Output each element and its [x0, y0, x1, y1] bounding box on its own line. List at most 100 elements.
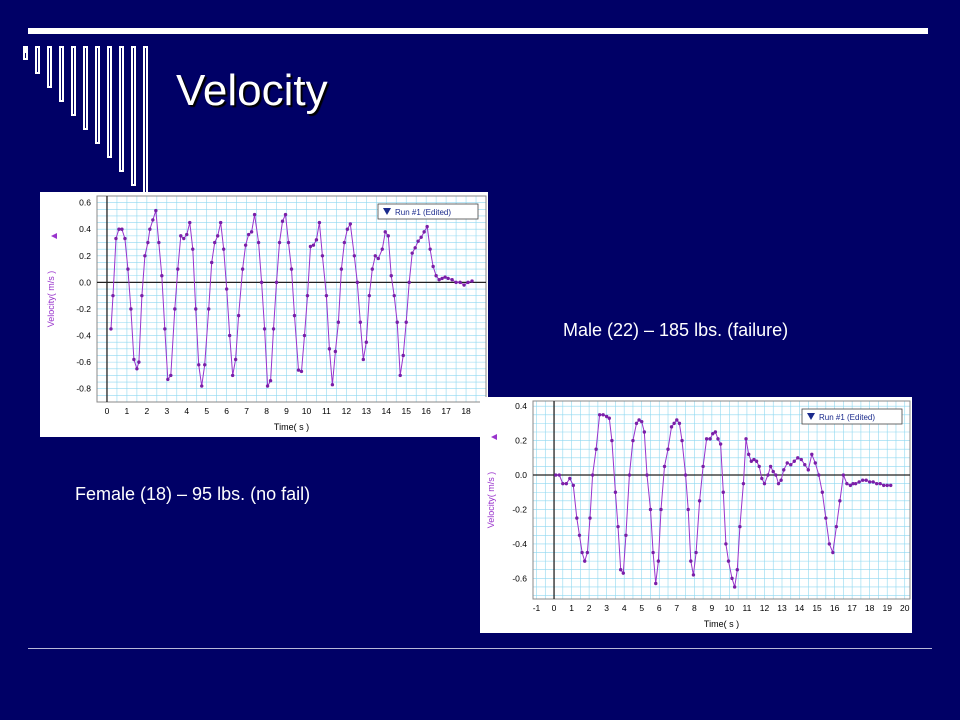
data-point [590, 473, 595, 477]
x-tick-label: 13 [362, 406, 372, 416]
data-point [135, 367, 139, 371]
data-point [588, 516, 592, 520]
data-point [878, 481, 882, 486]
x-tick-label: 19 [882, 603, 892, 613]
data-point [143, 254, 147, 258]
female-chart-caption: Female (18) – 95 lbs. (no fail) [75, 484, 311, 504]
data-point [416, 239, 420, 243]
data-point [271, 327, 276, 331]
legend-box [801, 408, 903, 425]
data-point [364, 340, 369, 344]
data-point [583, 559, 587, 563]
data-point [675, 418, 679, 422]
data-point [413, 246, 417, 250]
data-point [166, 377, 170, 382]
y-tick-label: 0.0 [79, 277, 91, 287]
data-point [860, 478, 865, 482]
y-axis-label: Velocity( m/s ) [486, 472, 496, 529]
x-tick-label: 17 [847, 603, 857, 613]
grid [533, 401, 910, 599]
data-point [741, 481, 746, 486]
data-point [627, 473, 632, 477]
female-velocity-plot: 012345678910111213141516171819-0.8-0.6-0… [46, 195, 488, 432]
x-tick-label: 8 [692, 603, 697, 613]
data-point [132, 357, 136, 362]
title-bars-decoration [23, 46, 148, 200]
data-point [762, 481, 767, 486]
data-point [348, 222, 353, 226]
legend-marker-icon [807, 413, 815, 420]
x-tick-label: 16 [421, 406, 431, 416]
data-point [404, 320, 408, 324]
data-point [738, 524, 742, 529]
data-point [151, 218, 155, 222]
data-point [302, 333, 307, 338]
data-point [691, 573, 696, 577]
data-point [760, 476, 764, 481]
data-point [120, 227, 124, 231]
data-point [401, 353, 405, 358]
data-point [160, 274, 164, 278]
data-point [889, 483, 893, 488]
y-tick-label: 0.2 [79, 251, 91, 261]
x-tick-label: 14 [382, 406, 392, 416]
data-point [361, 357, 366, 362]
plot-frame [532, 400, 911, 600]
data-point [782, 468, 786, 472]
y-tick-label: 0.4 [515, 401, 527, 411]
data-point [827, 542, 832, 546]
data-point [571, 483, 576, 488]
data-point [557, 473, 562, 477]
data-point [230, 373, 235, 378]
x-tick-label: 12 [760, 603, 770, 613]
x-tick-label: 10 [302, 406, 312, 416]
data-point [370, 267, 374, 271]
x-axis-label: Time( s ) [704, 619, 739, 629]
data-point [677, 421, 682, 426]
data-point [730, 576, 734, 581]
x-tick-label: 18 [461, 406, 471, 416]
data-point [637, 418, 641, 422]
x-tick-label: 17 [441, 406, 451, 416]
data-point [575, 516, 579, 520]
data-point [662, 464, 667, 469]
legend-label: Run #1 (Edited) [819, 413, 875, 422]
data-point [806, 468, 810, 472]
data-point [820, 490, 825, 494]
y-tick-label: 0.6 [79, 198, 91, 208]
data-point [834, 524, 839, 529]
data-point [233, 357, 238, 362]
data-point [157, 240, 161, 245]
data-point [701, 464, 705, 469]
data-point [871, 480, 875, 484]
data-point [845, 481, 849, 486]
data-point [249, 230, 254, 234]
data-point [173, 307, 177, 311]
data-point [446, 276, 450, 281]
x-tick-label: 6 [657, 603, 662, 613]
data-point [607, 416, 611, 420]
data-point [732, 585, 737, 589]
data-point [246, 232, 251, 237]
x-tick-label: 6 [224, 406, 229, 416]
data-point [358, 320, 363, 324]
x-tick-label: 3 [604, 603, 609, 613]
data-point [686, 507, 690, 512]
data-point [129, 307, 133, 311]
legend: Run #1 (Edited) [801, 408, 903, 425]
data-point [148, 227, 152, 231]
data-point [752, 457, 756, 462]
data-point [188, 220, 192, 225]
x-tick-label: 8 [264, 406, 269, 416]
x-tick-label: 7 [674, 603, 679, 613]
data-point [398, 373, 402, 378]
data-point [721, 490, 725, 494]
x-tick-label: 5 [639, 603, 644, 613]
data-point [221, 247, 226, 251]
data-point [831, 550, 835, 555]
data-point [410, 251, 414, 255]
data-point [252, 212, 257, 217]
data-point [466, 280, 470, 285]
x-tick-label: 20 [900, 603, 910, 613]
data-point [117, 227, 121, 231]
